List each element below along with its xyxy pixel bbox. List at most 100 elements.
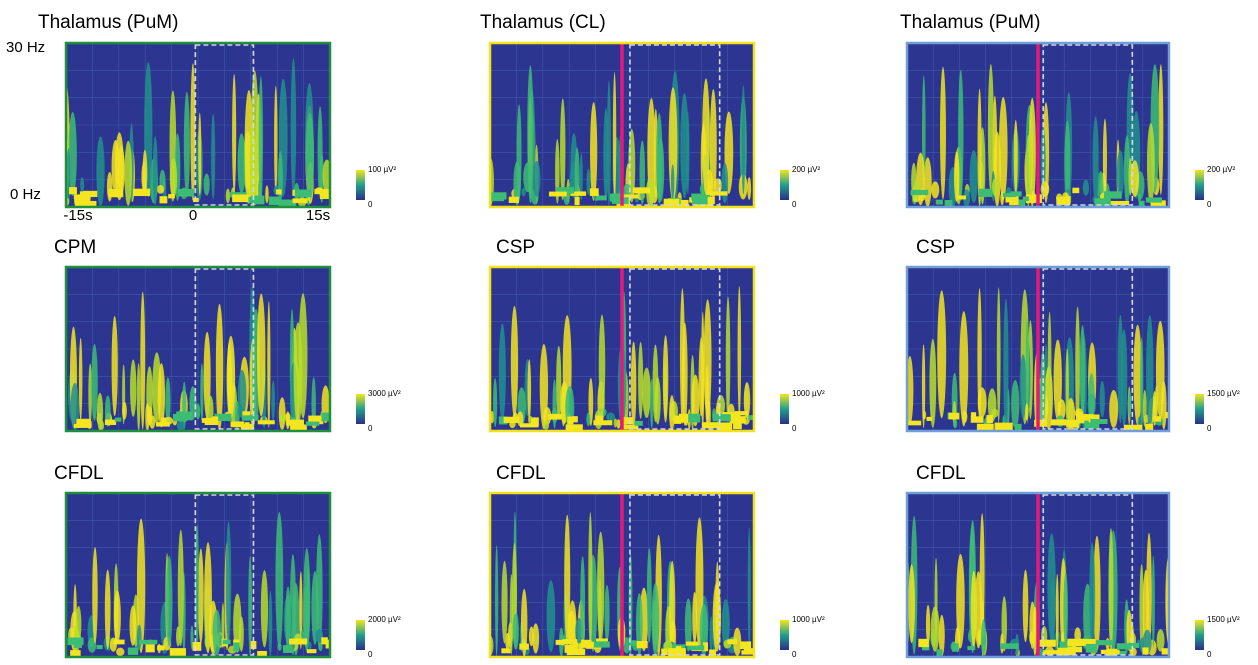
spectrogram-blob — [136, 518, 146, 654]
spectrogram-band — [178, 188, 195, 197]
spectrogram-band — [555, 639, 565, 645]
panel-border — [905, 491, 1171, 659]
spectrogram-blob — [145, 402, 150, 431]
spectrogram-blob — [111, 139, 120, 194]
spectrogram-band — [519, 423, 539, 428]
spectrogram-band — [1145, 423, 1154, 431]
spectrogram-band — [1009, 196, 1019, 206]
spectrogram-blob — [305, 113, 315, 201]
spectrogram-blob — [630, 341, 637, 429]
colorbar-max: 2000 µV² — [368, 615, 401, 624]
colorbar-max: 1000 µV² — [792, 615, 825, 624]
spectrogram-band — [661, 648, 668, 655]
stim-window — [194, 494, 255, 656]
spectrogram-blob — [510, 305, 519, 418]
spectrogram-band — [967, 646, 976, 651]
spectrogram-band — [325, 639, 330, 649]
spectrogram-band — [1094, 198, 1111, 207]
spectrogram-band — [1072, 187, 1080, 194]
stim-window — [194, 268, 255, 430]
spectrogram-blob — [725, 296, 731, 422]
spectrogram-blob — [1146, 315, 1154, 430]
spectrogram-blob — [1099, 380, 1105, 418]
spectrogram-band — [596, 638, 608, 644]
spectrogram-content — [490, 267, 754, 431]
colorbar-max: 1500 µV² — [1207, 615, 1240, 624]
spectrogram-blob — [1092, 116, 1099, 204]
spectrogram-band — [1106, 648, 1118, 656]
spectrogram-band — [567, 416, 574, 425]
spectrogram-blob — [111, 315, 118, 417]
spectrogram-blob — [543, 420, 550, 430]
panel-title: Thalamus (CL) — [480, 12, 606, 33]
stim-window — [1042, 494, 1134, 656]
spectrogram-band — [1002, 193, 1017, 198]
spectrogram-band — [729, 416, 746, 424]
panel-title: CSP — [496, 237, 535, 258]
spectrogram-band — [132, 188, 151, 197]
spectrogram-band — [1128, 642, 1140, 648]
spectrogram-band — [96, 645, 103, 650]
spectrogram-band — [1065, 196, 1071, 203]
spectrogram — [488, 41, 756, 209]
spectrogram-blob — [959, 311, 969, 427]
spectrogram-band — [549, 191, 567, 197]
spectrogram-blob — [1142, 389, 1147, 428]
spectrogram-band — [701, 422, 720, 429]
spectrogram-blob — [721, 599, 730, 649]
spectrogram-blob — [271, 380, 276, 421]
spectrogram-blob — [221, 602, 225, 649]
spectrogram-blob — [493, 378, 498, 427]
spectrogram-band — [73, 423, 81, 429]
spectrogram-blob — [1022, 569, 1029, 643]
spectrogram-blob — [546, 580, 556, 653]
spectrogram-band — [1039, 639, 1056, 647]
spectrogram — [64, 265, 332, 433]
spectrogram-blob — [279, 414, 286, 423]
spectrogram-band — [268, 196, 280, 206]
spectrogram-blob — [248, 556, 253, 657]
spectrogram-band — [1067, 638, 1085, 647]
stim-window — [1042, 268, 1134, 430]
spectrogram-band — [1022, 196, 1029, 202]
spectrogram-blob — [709, 616, 713, 652]
spectrogram-blob — [130, 359, 137, 417]
spectrogram-band — [702, 642, 708, 652]
spectrogram-band — [709, 649, 717, 657]
spectrogram-blob — [684, 598, 692, 652]
spectrogram-band — [936, 649, 943, 657]
spectrogram-blob — [256, 293, 266, 417]
spectrogram-band — [276, 189, 282, 195]
spectrogram-blob — [588, 512, 593, 650]
spectrogram-band — [570, 191, 587, 196]
spectrogram-blob — [1158, 64, 1164, 196]
spectrogram-blob — [152, 136, 158, 206]
spectrogram-band — [547, 413, 562, 420]
spectrogram-band — [907, 420, 922, 426]
spectrogram-blob — [1047, 533, 1056, 643]
spectrogram-band — [1123, 424, 1143, 431]
spectrogram-blob — [580, 556, 586, 647]
spectrogram-blob — [165, 555, 173, 647]
spectrogram-band — [566, 648, 586, 656]
spectrogram-blob — [203, 173, 210, 196]
spectrogram-blob — [1032, 606, 1038, 656]
spectrogram-blob — [612, 72, 617, 201]
spectrogram-blob — [743, 382, 751, 419]
spectrogram-band — [1145, 197, 1162, 203]
spectrogram-blob — [639, 140, 646, 205]
spectrogram-blob — [129, 605, 137, 646]
spectrogram-blob — [495, 545, 499, 657]
colorbar — [780, 170, 789, 200]
spectrogram-band — [319, 191, 330, 200]
spectrogram-blob — [96, 136, 105, 207]
spectrogram-blob — [189, 386, 197, 420]
spectrogram-blob — [299, 571, 303, 650]
spectrogram-band — [1088, 414, 1100, 423]
spectrogram-band — [305, 421, 320, 426]
spectrogram-band — [574, 196, 580, 206]
spectrogram-blob — [80, 177, 85, 193]
colorbar — [780, 620, 789, 650]
spectrogram-band — [632, 187, 651, 194]
panel-border — [64, 491, 332, 659]
